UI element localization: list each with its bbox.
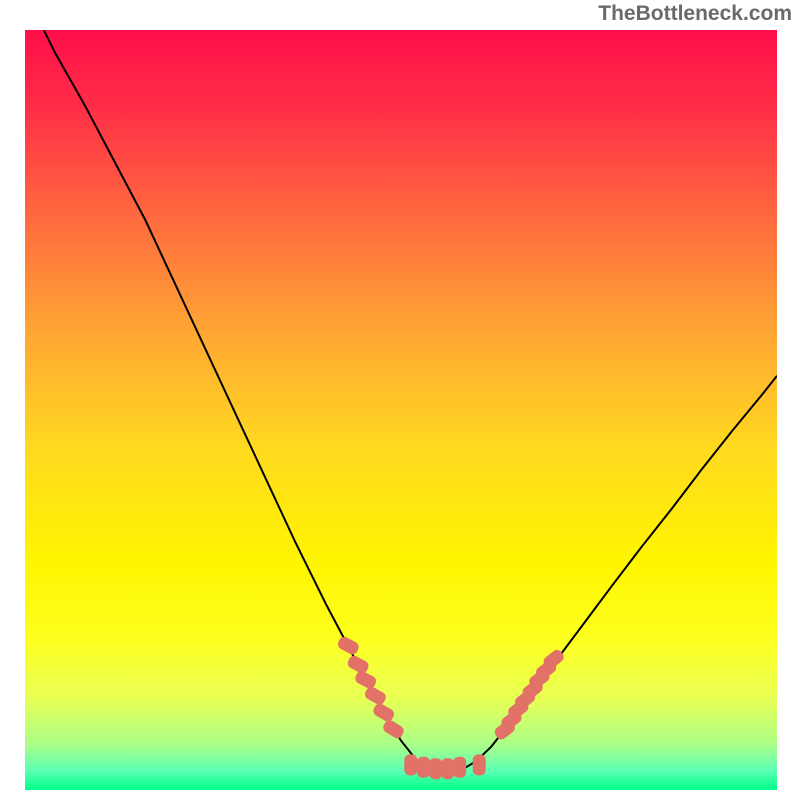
curve-marker (430, 759, 442, 779)
curve-marker (405, 755, 417, 775)
attribution-label: TheBottleneck.com (598, 2, 792, 26)
bottleneck-curve-chart (0, 0, 800, 800)
plot-background (25, 30, 777, 790)
curve-marker (473, 755, 485, 775)
curve-marker (418, 757, 430, 777)
curve-marker (442, 759, 454, 779)
chart-container: TheBottleneck.com (0, 0, 800, 800)
curve-marker (454, 757, 466, 777)
